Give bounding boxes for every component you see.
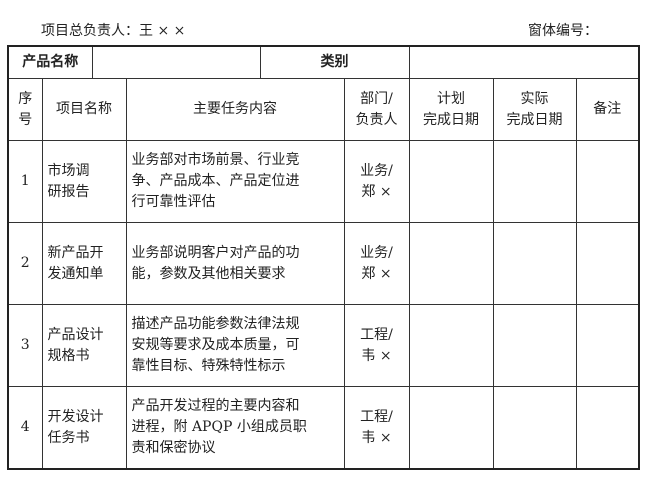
seq: 4 xyxy=(7,386,43,470)
project-name-1: 产品设计 xyxy=(47,326,104,343)
col-seq-1: 序 xyxy=(18,90,33,107)
task-content-3: 靠性目标、特殊特性标示 xyxy=(131,358,286,374)
col-plan-1: 计划 xyxy=(437,90,465,107)
note[interactable] xyxy=(575,140,640,223)
header-row: 序号 项目名称 主要任务内容 部门/负责人 计划完成日期 实际完成日期 备注 xyxy=(7,78,640,141)
seq: 3 xyxy=(7,304,43,387)
col-actual: 实际 完成日期 xyxy=(492,78,577,141)
col-name: 项目名称 xyxy=(41,78,127,141)
category-label: 类别 xyxy=(259,45,410,79)
category-value[interactable] xyxy=(408,45,640,79)
note[interactable] xyxy=(575,386,640,470)
col-dept: 部门/负责人 xyxy=(343,78,410,141)
task-content: 业务部对市场前景、行业竞 争、产品成本、产品定位进 行可靠性评估 xyxy=(125,140,345,223)
task-content-1: 业务部说明客户对产品的功 xyxy=(131,244,300,261)
col-actual-1: 实际 xyxy=(520,90,549,107)
task-content-3: 责和保密协议 xyxy=(131,440,216,456)
task-content-2: 进程，附 APQP 小组成员职 xyxy=(131,419,307,435)
dept-2: 韦 × xyxy=(361,347,392,364)
col-actual-2: 完成日期 xyxy=(506,111,563,128)
col-plan-2: 完成日期 xyxy=(423,111,479,128)
col-seq-2: 号 xyxy=(18,111,33,128)
product-name-label: 产品名称 xyxy=(7,45,93,79)
dept-1: 业务/ xyxy=(360,162,393,179)
dept-1: 工程/ xyxy=(360,326,393,343)
table-row: 2 新产品开发通知单 业务部说明客户对产品的功 能，参数及其他相关要求 业务/郑 … xyxy=(7,222,640,305)
dept-2: 郑 × xyxy=(361,183,392,200)
note[interactable] xyxy=(575,304,640,387)
project-name-2: 研报告 xyxy=(47,183,90,200)
actual-date[interactable] xyxy=(492,386,577,470)
table-row: 3 产品设计规格书 描述产品功能参数法律法规 安规等要求及成本质量，可 靠性目标、特… xyxy=(7,304,640,387)
plan-date[interactable] xyxy=(408,386,494,470)
col-plan: 计划 完成日期 xyxy=(408,78,494,141)
actual-date[interactable] xyxy=(492,140,577,223)
dept-1: 业务/ xyxy=(360,244,393,261)
project-name: 新产品开 发通知单 xyxy=(41,222,127,305)
table-row: 1 市场调 研报告 业务部对市场前景、行业竞 争、产品成本、产品定位进 行可靠性评估 … xyxy=(7,140,640,223)
project-name: 开发设计 任务书 xyxy=(41,386,127,470)
dept-2: 韦 × xyxy=(361,429,392,446)
seq: 2 xyxy=(7,222,43,305)
table-row: 4 开发设计任务书 产品开发过程的主要内容和 进程，附 APQP 小组成员职 责和保… xyxy=(7,386,640,470)
task-content: 业务部说明客户对产品的功 能，参数及其他相关要求 xyxy=(125,222,345,305)
task-content: 产品开发过程的主要内容和 进程，附 APQP 小组成员职 责和保密协议 xyxy=(125,386,345,470)
dept-owner: 工程/韦 × xyxy=(343,386,410,470)
task-content-2: 争、产品成本、产品定位进 xyxy=(131,173,300,189)
project-name-2: 规格书 xyxy=(47,347,90,364)
task-content-1: 业务部对市场前景、行业竞 xyxy=(131,152,300,168)
project-name-1: 市场调 xyxy=(47,162,90,179)
col-content: 主要任务内容 xyxy=(125,78,345,141)
project-name: 产品设计 规格书 xyxy=(41,304,127,387)
task-table: 产品名称 类别 序号 项目名称 主要任务内容 部门/负责人 计划完成日期 实际完… xyxy=(7,45,640,470)
dept-owner: 业务/郑 × xyxy=(343,222,410,305)
plan-date[interactable] xyxy=(408,304,494,387)
col-note: 备注 xyxy=(575,78,640,141)
task-content-1: 产品开发过程的主要内容和 xyxy=(131,398,300,414)
project-name-2: 任务书 xyxy=(47,429,90,446)
seq: 1 xyxy=(7,140,43,223)
actual-date[interactable] xyxy=(492,304,577,387)
note[interactable] xyxy=(575,222,640,305)
task-content-1: 描述产品功能参数法律法规 xyxy=(131,316,300,332)
project-name: 市场调 研报告 xyxy=(41,140,127,223)
form-number: 窗体编号： xyxy=(528,23,598,39)
col-dept-1: 部门/ xyxy=(360,90,393,107)
task-content-2: 能，参数及其他相关要求 xyxy=(131,265,286,282)
dept-2: 郑 × xyxy=(361,265,392,282)
col-seq: 序号 xyxy=(7,78,43,141)
task-content-2: 安规等要求及成本质量，可 xyxy=(131,337,300,353)
col-dept-2: 负责人 xyxy=(355,111,398,128)
product-name-value[interactable] xyxy=(91,45,261,79)
task-content: 描述产品功能参数法律法规 安规等要求及成本质量，可 靠性目标、特殊特性标示 xyxy=(125,304,345,387)
actual-date[interactable] xyxy=(492,222,577,305)
project-name-1: 新产品开 xyxy=(47,244,104,261)
project-name-1: 开发设计 xyxy=(47,408,104,425)
dept-owner: 工程/韦 × xyxy=(343,304,410,387)
plan-date[interactable] xyxy=(408,222,494,305)
dept-1: 工程/ xyxy=(360,408,393,425)
project-name-2: 发通知单 xyxy=(47,265,104,282)
task-content-3: 行可靠性评估 xyxy=(131,194,216,210)
project-leader: 项目总负责人：王 × × xyxy=(41,23,186,39)
dept-owner: 业务/郑 × xyxy=(343,140,410,223)
plan-date[interactable] xyxy=(408,140,494,223)
product-row: 产品名称 类别 xyxy=(7,45,640,79)
